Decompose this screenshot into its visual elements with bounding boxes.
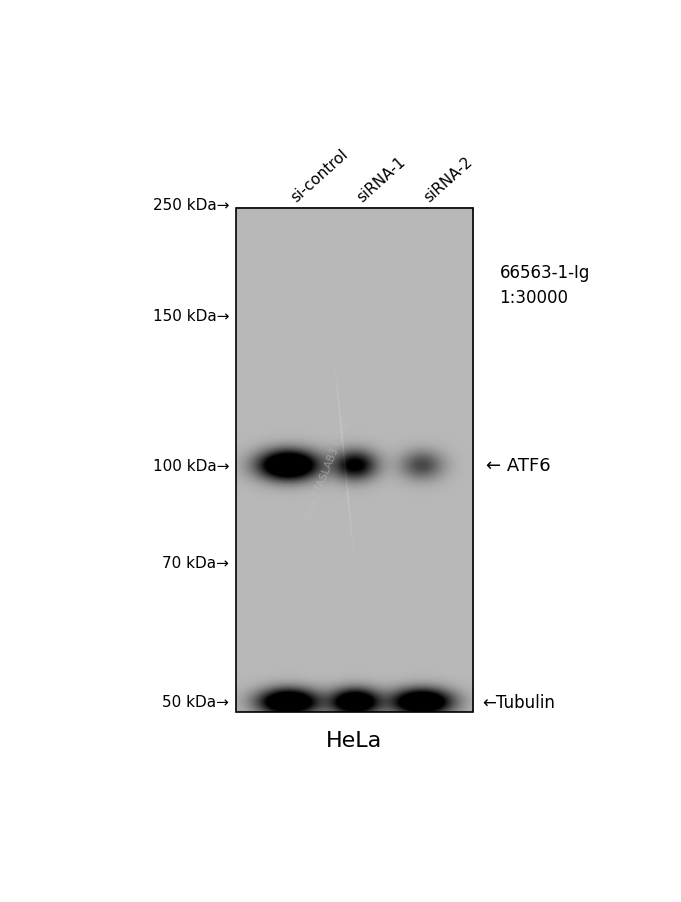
- Text: si-control: si-control: [288, 147, 351, 206]
- Text: ←Tubulin: ←Tubulin: [483, 693, 556, 711]
- Text: siRNA-2: siRNA-2: [421, 154, 475, 206]
- Text: 100 kDa→: 100 kDa→: [153, 458, 229, 474]
- Text: ← ATF6: ← ATF6: [486, 457, 551, 475]
- Text: 250 kDa→: 250 kDa→: [153, 198, 229, 213]
- Text: 70 kDa→: 70 kDa→: [162, 556, 229, 571]
- Text: 50 kDa→: 50 kDa→: [162, 695, 229, 710]
- Text: www.PTASLAB3.COM: www.PTASLAB3.COM: [301, 419, 351, 523]
- Bar: [236, 209, 473, 713]
- Text: 66563-1-Ig
1:30000: 66563-1-Ig 1:30000: [499, 264, 590, 307]
- Text: siRNA-1: siRNA-1: [354, 154, 409, 206]
- Text: HeLa: HeLa: [326, 730, 383, 750]
- Text: 150 kDa→: 150 kDa→: [153, 309, 229, 324]
